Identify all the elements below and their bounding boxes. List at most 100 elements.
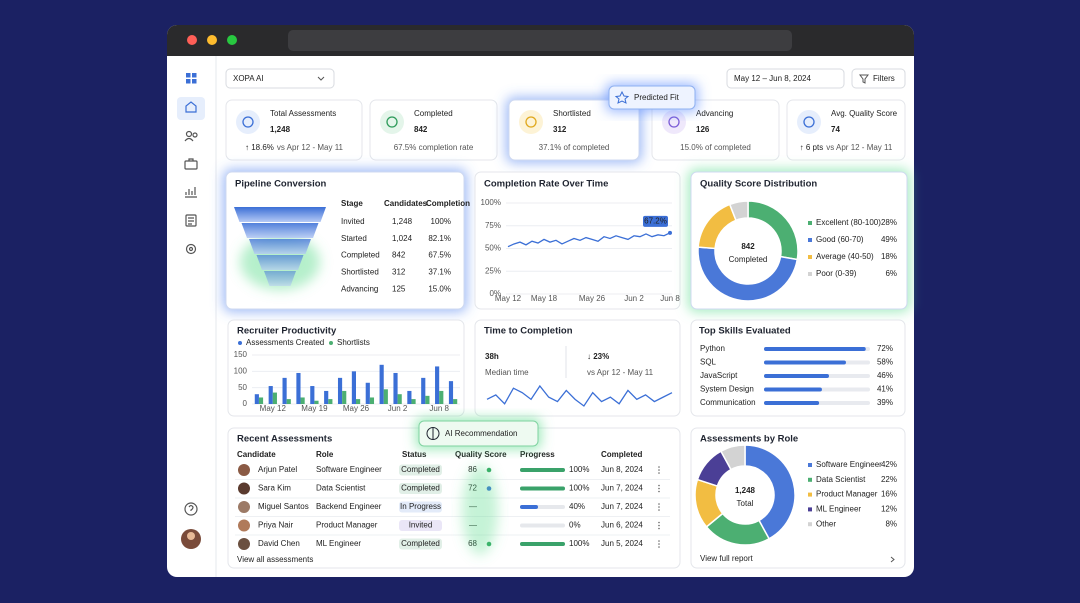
bar — [272, 392, 277, 404]
legend-value: 6% — [885, 269, 897, 278]
legend-value: 18% — [881, 252, 897, 261]
kpi-value: 312 — [553, 125, 567, 134]
progress-bar — [520, 486, 565, 491]
document-icon[interactable] — [185, 214, 197, 227]
kpi-icon-glyph — [525, 116, 537, 128]
skill-label: System Design — [700, 385, 754, 394]
bar — [351, 371, 356, 404]
chart-icon[interactable] — [185, 187, 197, 198]
more-dot — [658, 540, 660, 542]
legend-label: Good (60-70) — [816, 235, 864, 244]
card-title: Time to Completion — [484, 326, 573, 337]
legend-label: Poor (0-39) — [816, 269, 857, 278]
stage-name: Advancing — [341, 284, 378, 293]
stage-candidates: 125 — [392, 284, 406, 293]
y-tick-label: 100 — [234, 366, 248, 375]
more-dot — [658, 509, 660, 511]
kpi-value: 1,248 — [270, 125, 291, 134]
x-tick-label: May 26 — [343, 404, 370, 413]
minimize-button[interactable] — [207, 35, 217, 45]
legend-value: 22% — [881, 475, 897, 484]
progress-bar — [520, 542, 565, 546]
progress-track — [520, 523, 565, 528]
skill-value: 39% — [877, 398, 893, 407]
card-title: Quality Score Distribution — [700, 179, 817, 190]
x-tick-label: Jun 2 — [624, 294, 644, 303]
ai-recommendation-badge[interactable] — [418, 420, 539, 447]
predicted-fit-label: Predicted Fit — [634, 93, 680, 102]
status-label: In Progress — [400, 502, 441, 511]
pie-center-value: 842 — [741, 242, 755, 251]
progress-label: 0% — [569, 521, 581, 530]
x-tick-label: Jun 8 — [660, 294, 680, 303]
more-dot — [658, 524, 660, 527]
bar — [439, 390, 444, 404]
workspace-name: XOPA AI — [233, 74, 264, 83]
legend-label: Product Manager — [816, 490, 878, 499]
more-dot — [658, 484, 660, 487]
filter-icon — [859, 74, 869, 84]
funnel-layer — [241, 223, 319, 238]
briefcase-icon[interactable] — [184, 158, 198, 170]
x-tick-label: May 18 — [531, 294, 558, 303]
bar — [328, 399, 333, 404]
progress-label: 100% — [569, 465, 589, 474]
chevron — [317, 76, 325, 81]
stage-completion: 15.0% — [428, 284, 451, 293]
people-icon[interactable] — [184, 130, 198, 142]
home-icon[interactable] — [185, 101, 197, 113]
bar — [324, 390, 329, 404]
x-tick-label: Jun 8 — [429, 404, 449, 413]
help-icon[interactable] — [184, 502, 198, 516]
progress-bar — [520, 468, 565, 472]
x-tick-label: May 26 — [579, 294, 606, 303]
bar — [258, 397, 264, 404]
pie-center-label: Completed — [729, 255, 768, 264]
zoom-button[interactable] — [227, 35, 237, 45]
completed-date: Jun 7, 2024 — [601, 502, 643, 511]
close-button[interactable] — [187, 35, 197, 45]
stage-completion: 67.5% — [428, 251, 451, 260]
kpi-icon — [380, 110, 404, 134]
workspace-dropdown[interactable] — [225, 68, 335, 89]
candidate-role: Software Engineer — [316, 465, 382, 474]
settings-icon[interactable] — [185, 243, 197, 255]
table-header: Completion — [426, 199, 470, 208]
kpi-icon-glyph — [668, 116, 680, 128]
legend-swatch — [329, 341, 333, 345]
end-point — [668, 230, 672, 235]
table-header: Candidates — [384, 199, 428, 208]
bar — [314, 400, 319, 404]
bar — [764, 347, 866, 351]
chevron — [890, 556, 895, 563]
x-tick-label: May 19 — [301, 404, 328, 413]
stage-completion: 37.1% — [428, 268, 451, 277]
bar — [393, 372, 398, 404]
bar — [268, 386, 273, 404]
bar — [383, 389, 388, 404]
status-badge — [399, 520, 442, 531]
address-bar[interactable] — [288, 30, 792, 51]
legend-swatch — [808, 492, 812, 497]
predicted-fit-badge[interactable] — [608, 85, 696, 110]
kpi-icon — [519, 110, 543, 134]
line — [507, 232, 671, 248]
skill-value: 72% — [877, 344, 893, 353]
legend-swatch — [808, 522, 812, 527]
y-tick-label: 75% — [485, 221, 501, 230]
kpi-label: Shortlisted — [553, 109, 591, 118]
completed-date: Jun 6, 2024 — [601, 521, 643, 530]
candidate-role: ML Engineer — [316, 539, 361, 548]
kpi-note: 67.5% completion rate — [394, 143, 474, 152]
logo-icon[interactable] — [186, 73, 197, 84]
kpi-label: Advancing — [696, 109, 733, 118]
bar — [356, 399, 361, 404]
card-title: Pipeline Conversion — [235, 179, 327, 190]
status-badge — [399, 538, 442, 550]
stage-name: Invited — [341, 217, 365, 226]
more-dot — [658, 527, 660, 530]
legend-swatch — [808, 221, 812, 225]
line — [486, 384, 673, 407]
y-tick-label: 100% — [481, 198, 501, 207]
date-range-button[interactable] — [726, 68, 845, 89]
